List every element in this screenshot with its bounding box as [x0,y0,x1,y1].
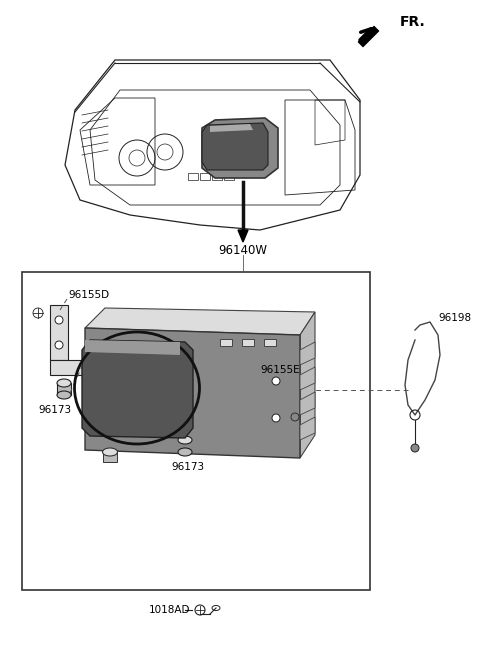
Polygon shape [50,305,68,360]
Polygon shape [103,452,117,462]
Text: 96140W: 96140W [218,243,267,256]
Bar [224,173,234,180]
Polygon shape [57,383,71,395]
Circle shape [272,414,280,422]
Text: 96198: 96198 [438,313,471,323]
Polygon shape [85,308,315,335]
Bar [242,339,254,346]
Polygon shape [300,342,315,365]
Text: 96155E: 96155E [260,365,300,375]
Text: 96173: 96173 [171,462,204,472]
Polygon shape [178,440,192,452]
Polygon shape [82,340,193,438]
Circle shape [55,316,63,324]
Bar [220,339,232,346]
Text: 1018AD: 1018AD [149,605,191,615]
Bar [188,173,198,180]
Circle shape [411,444,419,452]
Polygon shape [300,312,315,458]
Polygon shape [202,123,268,170]
Bar [264,339,276,346]
Polygon shape [300,392,315,415]
Polygon shape [65,60,360,230]
Circle shape [272,377,280,385]
Polygon shape [257,410,295,425]
Bar [200,173,210,180]
Text: 96173: 96173 [38,405,72,415]
Polygon shape [210,124,253,132]
Polygon shape [85,328,300,458]
Text: FR.: FR. [400,15,426,29]
Bar [212,173,222,180]
Polygon shape [260,363,290,375]
Circle shape [55,341,63,349]
Bar [22,272,370,590]
Polygon shape [358,26,379,47]
Polygon shape [50,360,85,375]
Ellipse shape [178,436,192,444]
Polygon shape [265,375,287,410]
Ellipse shape [103,448,118,456]
Ellipse shape [57,379,71,387]
Polygon shape [300,367,315,390]
Ellipse shape [178,448,192,456]
Ellipse shape [57,391,71,399]
Polygon shape [300,417,315,440]
Polygon shape [85,340,180,355]
Polygon shape [202,118,278,178]
Polygon shape [238,230,248,242]
Text: 96155D: 96155D [68,290,109,300]
